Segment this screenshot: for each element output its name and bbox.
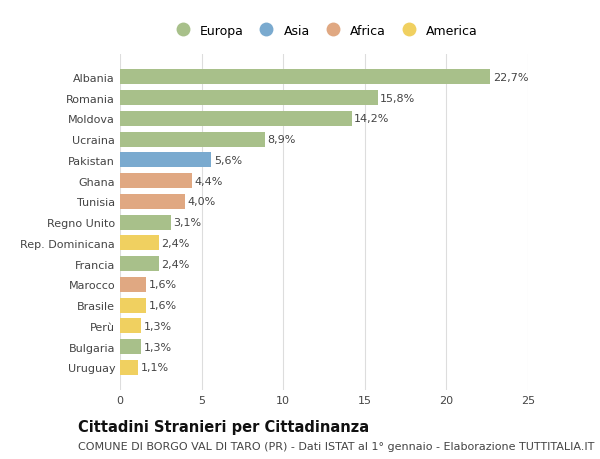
Text: 14,2%: 14,2% bbox=[354, 114, 389, 124]
Bar bbox=[120, 236, 159, 251]
Text: 1,6%: 1,6% bbox=[149, 280, 176, 290]
Text: 15,8%: 15,8% bbox=[380, 94, 416, 103]
Text: 2,4%: 2,4% bbox=[161, 259, 190, 269]
Text: 8,9%: 8,9% bbox=[268, 135, 296, 145]
Bar bbox=[120, 112, 352, 127]
Text: 2,4%: 2,4% bbox=[161, 238, 190, 248]
Bar bbox=[120, 339, 141, 354]
Bar bbox=[120, 215, 170, 230]
Bar bbox=[120, 298, 146, 313]
Text: Cittadini Stranieri per Cittadinanza: Cittadini Stranieri per Cittadinanza bbox=[78, 419, 369, 434]
Text: 1,3%: 1,3% bbox=[143, 321, 172, 331]
Bar bbox=[120, 257, 159, 271]
Text: 22,7%: 22,7% bbox=[493, 73, 529, 83]
Text: 1,6%: 1,6% bbox=[149, 300, 176, 310]
Bar bbox=[120, 319, 141, 334]
Text: 4,0%: 4,0% bbox=[188, 197, 216, 207]
Bar bbox=[120, 174, 192, 189]
Bar bbox=[120, 360, 138, 375]
Text: 5,6%: 5,6% bbox=[214, 156, 242, 166]
Legend: Europa, Asia, Africa, America: Europa, Asia, Africa, America bbox=[170, 24, 478, 38]
Bar bbox=[120, 277, 146, 292]
Text: 4,4%: 4,4% bbox=[194, 176, 223, 186]
Text: COMUNE DI BORGO VAL DI TARO (PR) - Dati ISTAT al 1° gennaio - Elaborazione TUTTI: COMUNE DI BORGO VAL DI TARO (PR) - Dati … bbox=[78, 441, 595, 451]
Bar bbox=[120, 153, 211, 168]
Text: 1,3%: 1,3% bbox=[143, 342, 172, 352]
Text: 3,1%: 3,1% bbox=[173, 218, 201, 228]
Bar bbox=[120, 132, 265, 147]
Bar bbox=[120, 195, 185, 209]
Bar bbox=[120, 91, 378, 106]
Text: 1,1%: 1,1% bbox=[140, 363, 169, 372]
Bar bbox=[120, 70, 490, 85]
